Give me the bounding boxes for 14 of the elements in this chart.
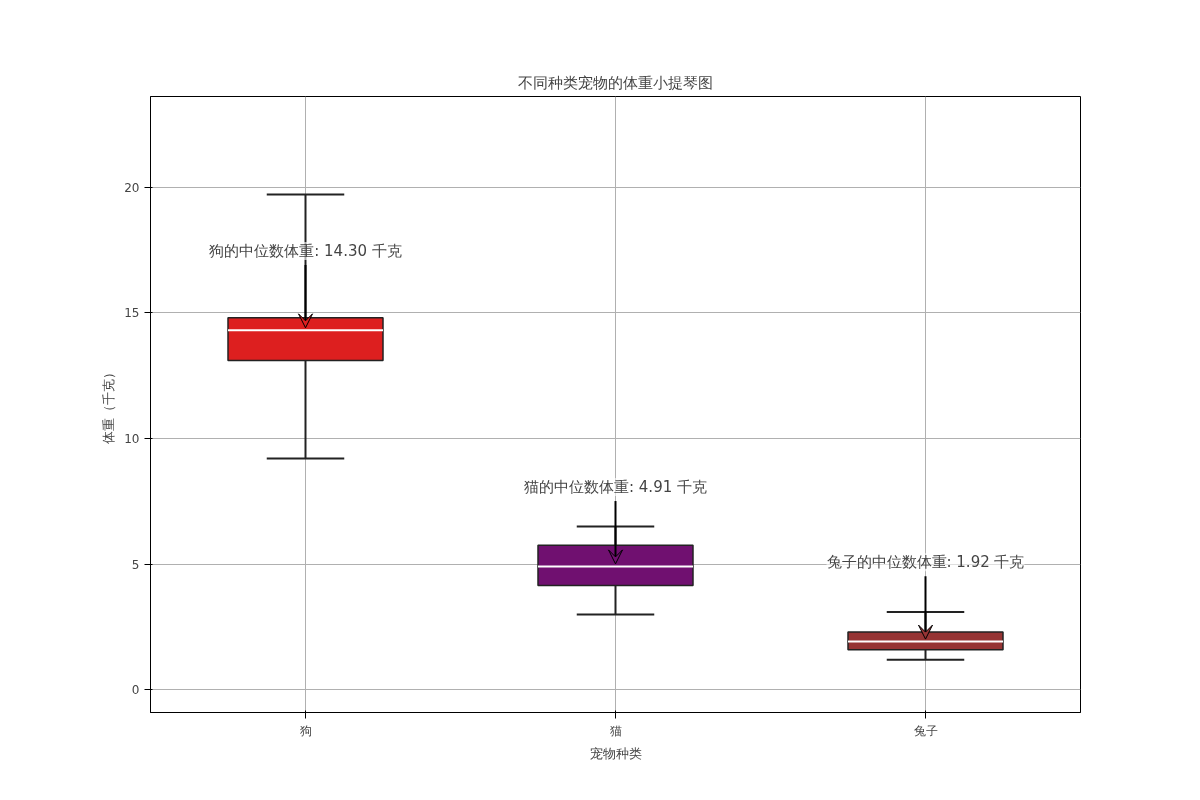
annotation: 猫的中位数体重: 4.91 千克 <box>524 478 708 497</box>
y-tick-label: 0 <box>131 683 140 698</box>
y-axis-title: 体重（千克） <box>101 365 117 444</box>
annotation: 兔子的中位数体重: 1.92 千克 <box>826 553 1025 572</box>
x-tick-label: 狗 <box>299 723 312 738</box>
x-axis-title: 宠物种类 <box>589 745 642 761</box>
y-tick-label: 15 <box>124 306 140 321</box>
x-tick-label: 兔子 <box>913 723 938 738</box>
annotation: 狗的中位数体重: 14.30 千克 <box>209 241 402 260</box>
x-tick-label: 猫 <box>609 723 622 738</box>
chart-title: 不同种类宠物的体重小提琴图 <box>518 73 713 92</box>
y-tick-label: 5 <box>131 557 140 572</box>
y-tick-label: 10 <box>124 431 140 446</box>
y-tick-label: 20 <box>124 180 140 195</box>
